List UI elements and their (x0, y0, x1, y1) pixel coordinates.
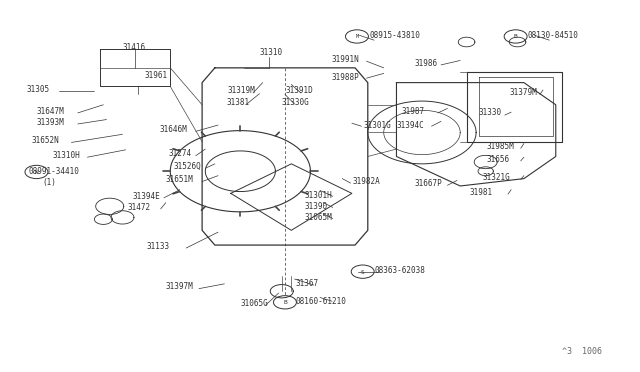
Text: ^3  1006: ^3 1006 (562, 347, 602, 356)
Text: (1): (1) (43, 178, 57, 187)
Text: 31961: 31961 (145, 71, 168, 80)
Text: 31133: 31133 (147, 242, 170, 251)
Text: 31065M: 31065M (304, 213, 332, 222)
Text: 31397M: 31397M (166, 282, 193, 291)
Text: 31393M: 31393M (36, 118, 64, 127)
Text: 31526Q: 31526Q (173, 162, 201, 171)
Text: 31391D: 31391D (285, 86, 314, 95)
Text: 08130-84510: 08130-84510 (527, 31, 578, 40)
Text: 31651M: 31651M (166, 175, 193, 184)
Text: 31301H: 31301H (304, 191, 332, 200)
Text: 31274: 31274 (169, 149, 192, 158)
Text: 31330G: 31330G (282, 98, 310, 107)
Text: 08915-43810: 08915-43810 (370, 31, 420, 40)
Text: 31667P: 31667P (414, 179, 442, 187)
Text: 31646M: 31646M (159, 125, 187, 134)
Text: 31319M: 31319M (228, 86, 255, 95)
Text: 31981: 31981 (470, 188, 493, 197)
Text: 31472: 31472 (127, 203, 150, 212)
Text: 31982A: 31982A (353, 177, 380, 186)
Text: 31988P: 31988P (332, 73, 359, 81)
Text: 31321G: 31321G (483, 173, 510, 182)
Text: 31394E: 31394E (132, 192, 160, 201)
Text: 31987: 31987 (401, 107, 425, 116)
Text: 08363-62038: 08363-62038 (375, 266, 426, 275)
Text: 31985M: 31985M (487, 142, 515, 151)
Text: M: M (355, 34, 358, 39)
Text: 31647M: 31647M (36, 107, 64, 116)
Text: N: N (35, 170, 38, 175)
Text: 31301G: 31301G (364, 121, 391, 129)
Text: B: B (283, 300, 287, 305)
Text: 31986: 31986 (414, 59, 437, 68)
Text: 31416: 31416 (122, 43, 145, 52)
Text: 31379M: 31379M (510, 89, 538, 97)
Text: 31652N: 31652N (32, 137, 60, 145)
Text: 31991N: 31991N (332, 55, 359, 64)
Text: 31310: 31310 (259, 48, 283, 57)
Text: 31390: 31390 (304, 202, 327, 211)
Text: 31394C: 31394C (396, 121, 424, 129)
Text: 31367: 31367 (296, 279, 319, 288)
Text: 08991-34410: 08991-34410 (28, 167, 79, 176)
Text: B: B (514, 34, 518, 39)
Text: 31065G: 31065G (241, 299, 268, 308)
Text: 31305: 31305 (27, 85, 50, 94)
Text: 31310H: 31310H (52, 151, 80, 160)
Text: 31656: 31656 (487, 155, 510, 164)
Text: 31330: 31330 (478, 108, 501, 118)
Text: 08160-61210: 08160-61210 (296, 297, 347, 306)
Text: S: S (361, 270, 365, 275)
Text: 31381: 31381 (227, 98, 250, 107)
